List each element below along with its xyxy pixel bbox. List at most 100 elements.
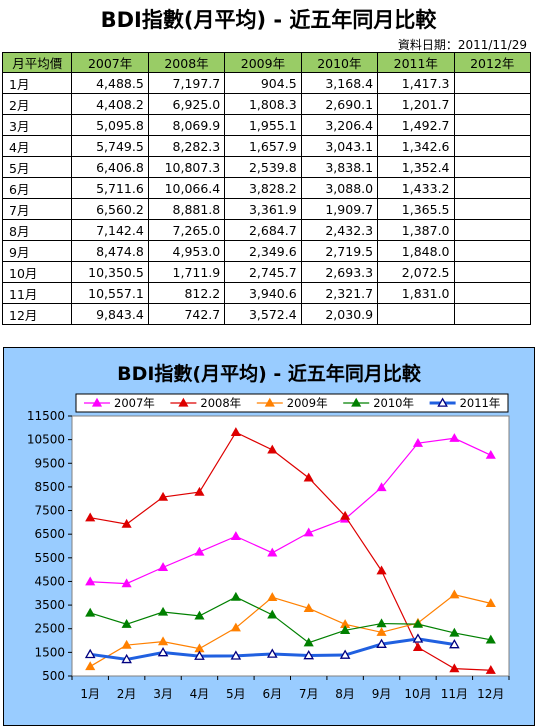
value-cell (453, 93, 531, 115)
value-cell (453, 198, 531, 220)
data-point (376, 638, 387, 648)
series-line-2009年 (89, 594, 491, 667)
table-row: 10月 10,350.5 1,711.9 2,745.7 2,693.3 2,072.5 (1, 261, 531, 283)
y-tick-label: 9500 (34, 456, 65, 470)
value-cell: 6,406.8 (71, 156, 149, 178)
data-point (303, 472, 314, 482)
x-tick-label: 5月 (226, 687, 246, 701)
legend-label: 2009年 (287, 396, 328, 410)
value-cell: 4,488.5 (71, 72, 149, 94)
table-title: BDI指數(月平均) - 近五年同月比較 (100, 8, 437, 32)
month-cell: 8月 (1, 219, 73, 241)
data-point (121, 619, 132, 628)
data-point (194, 546, 205, 556)
table-row: 2月 4,408.2 6,925.0 1,808.3 2,690.1 1,201.7 (1, 93, 531, 115)
value-cell: 8,069.9 (147, 114, 226, 136)
legend-label: 2010年 (373, 396, 414, 410)
month-cell: 4月 (1, 135, 73, 157)
data-point (376, 618, 387, 628)
value-cell: 6,560.2 (71, 198, 149, 220)
data-point (449, 639, 460, 649)
value-cell: 8,474.8 (71, 240, 149, 262)
data-point (303, 603, 314, 613)
bdi-table: 月平均價 2007年 2008年 2009年 2010年 2011年 2012年… (1, 52, 531, 325)
data-point (157, 636, 169, 646)
value-cell: 1,342.6 (377, 135, 455, 157)
table-row: 9月 8,474.8 4,953.0 2,349.6 2,719.5 1,848.0 (1, 240, 531, 262)
data-point (230, 591, 241, 601)
x-tick-label: 9月 (372, 687, 392, 701)
month-cell: 10月 (1, 261, 73, 283)
value-cell: 2,321.7 (300, 282, 379, 304)
data-point (303, 527, 314, 537)
data-point (412, 642, 424, 652)
value-cell: 1,848.0 (377, 240, 455, 262)
col-header: 2007年 (71, 52, 149, 73)
table-row: 5月 6,406.8 10,807.3 2,539.8 3,838.1 1,352.4 (1, 156, 531, 178)
data-point (121, 653, 132, 664)
value-cell: 10,066.4 (147, 177, 226, 199)
data-point (267, 444, 278, 454)
value-cell: 3,940.6 (224, 282, 302, 304)
value-cell: 742.7 (147, 303, 226, 325)
chart-area: BDI指數(月平均) - 近五年同月比較 500 1500 2500 3500 4500 5… (3, 347, 535, 726)
value-cell: 1,831.0 (377, 282, 455, 304)
data-point (266, 648, 278, 658)
col-header: 月平均價 (1, 52, 73, 73)
value-cell (453, 135, 531, 157)
value-cell (377, 303, 455, 325)
data-point (194, 610, 205, 620)
value-cell: 7,265.0 (147, 219, 226, 241)
value-cell: 1,417.3 (377, 72, 455, 94)
legend-label: 2007年 (114, 396, 155, 410)
data-point (157, 606, 169, 616)
col-header: 2012年 (453, 52, 531, 73)
data-point (157, 562, 169, 572)
table-row: 4月 5,749.5 8,282.3 1,657.9 3,043.1 1,342.6 (1, 135, 531, 157)
data-point (267, 609, 278, 619)
x-tick-label: 4月 (190, 687, 210, 701)
legend-label: 2011年 (460, 396, 501, 410)
value-cell: 8,881.8 (147, 198, 226, 220)
data-point (85, 576, 96, 586)
x-tick-label: 7月 (299, 687, 319, 701)
value-cell (453, 219, 531, 241)
legend-box (75, 393, 509, 413)
value-cell: 6,925.0 (147, 93, 226, 115)
month-cell: 11月 (1, 282, 73, 304)
y-tick-label: 6500 (34, 527, 65, 541)
legend-marker (437, 397, 448, 407)
value-cell: 1,955.1 (224, 114, 302, 136)
month-cell: 6月 (1, 177, 73, 199)
data-point (412, 618, 424, 628)
value-cell: 10,807.3 (147, 156, 226, 178)
value-cell: 1,433.2 (377, 177, 455, 199)
value-cell: 2,745.7 (224, 261, 302, 283)
y-tick-label: 11500 (27, 409, 65, 423)
value-cell: 3,206.4 (300, 114, 379, 136)
value-cell: 1,201.7 (377, 93, 455, 115)
value-cell: 7,197.7 (147, 72, 226, 94)
x-tick-label: 8月 (335, 687, 355, 701)
value-cell: 2,539.8 (224, 156, 302, 178)
data-point (157, 647, 169, 657)
value-cell: 2,690.1 (300, 93, 379, 115)
data-point (84, 648, 96, 659)
value-cell: 2,432.3 (300, 219, 379, 241)
y-tick-label: 500 (42, 669, 65, 683)
value-cell (453, 72, 531, 94)
data-point (485, 634, 496, 644)
data-point (194, 650, 205, 660)
data-point (157, 491, 169, 501)
value-cell (453, 282, 531, 304)
value-cell (453, 114, 531, 136)
series-line-2007年 (90, 437, 492, 585)
value-cell: 3,828.2 (224, 177, 302, 199)
data-point (485, 598, 496, 608)
value-cell: 10,350.5 (71, 261, 149, 283)
month-cell: 1月 (1, 72, 73, 94)
value-cell: 3,088.0 (300, 177, 379, 199)
value-cell: 4,408.2 (71, 93, 149, 115)
month-cell: 5月 (1, 156, 73, 178)
y-tick-label: 5500 (34, 551, 65, 565)
